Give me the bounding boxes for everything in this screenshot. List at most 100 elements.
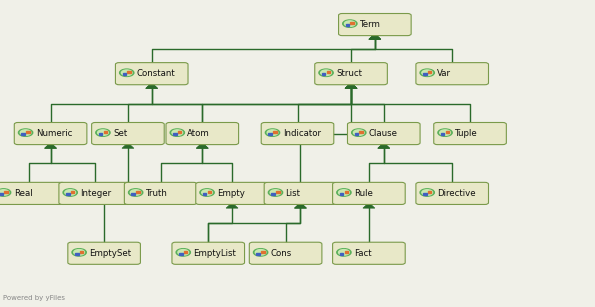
Text: Var: Var — [437, 69, 452, 78]
FancyBboxPatch shape — [0, 182, 65, 204]
Circle shape — [265, 129, 280, 136]
Bar — [136, 191, 140, 193]
Circle shape — [337, 249, 351, 256]
Text: Numeric: Numeric — [36, 129, 72, 138]
Circle shape — [337, 189, 351, 196]
Circle shape — [72, 249, 86, 256]
Bar — [276, 191, 280, 193]
Polygon shape — [345, 83, 357, 88]
Circle shape — [96, 129, 110, 136]
Bar — [4, 191, 8, 193]
Circle shape — [129, 189, 143, 196]
Bar — [355, 133, 358, 135]
Circle shape — [422, 190, 433, 195]
Bar — [66, 193, 70, 195]
FancyBboxPatch shape — [115, 63, 188, 85]
Circle shape — [267, 130, 278, 135]
FancyBboxPatch shape — [315, 63, 387, 85]
Circle shape — [65, 190, 76, 195]
Text: Fact: Fact — [354, 249, 372, 258]
Polygon shape — [369, 34, 381, 39]
FancyBboxPatch shape — [59, 182, 131, 204]
Polygon shape — [345, 83, 357, 88]
Bar — [350, 22, 354, 24]
FancyBboxPatch shape — [124, 182, 197, 204]
Bar — [441, 133, 444, 135]
Text: Empty: Empty — [217, 189, 245, 198]
Bar — [208, 191, 211, 193]
Polygon shape — [146, 83, 158, 88]
FancyBboxPatch shape — [333, 242, 405, 264]
Polygon shape — [122, 143, 134, 148]
Polygon shape — [345, 83, 357, 88]
Bar — [345, 191, 348, 193]
FancyBboxPatch shape — [264, 182, 337, 204]
Bar — [173, 133, 177, 135]
Polygon shape — [369, 34, 381, 39]
Text: Tuple: Tuple — [455, 129, 478, 138]
Circle shape — [18, 129, 33, 136]
Bar — [131, 193, 135, 195]
Text: Set: Set — [113, 129, 127, 138]
Circle shape — [353, 130, 364, 135]
Circle shape — [172, 130, 183, 135]
Text: Real: Real — [14, 189, 32, 198]
FancyBboxPatch shape — [434, 122, 506, 145]
Text: EmptyList: EmptyList — [193, 249, 236, 258]
Bar — [346, 24, 349, 26]
Bar — [178, 131, 181, 133]
Polygon shape — [146, 83, 158, 88]
Text: Struct: Struct — [336, 69, 362, 78]
Text: Indicator: Indicator — [283, 129, 321, 138]
Circle shape — [200, 189, 214, 196]
Bar — [26, 131, 30, 133]
Bar — [340, 253, 343, 255]
FancyBboxPatch shape — [14, 122, 87, 145]
Text: Integer: Integer — [80, 189, 111, 198]
Bar — [256, 253, 260, 255]
Circle shape — [74, 250, 84, 255]
FancyBboxPatch shape — [92, 122, 164, 145]
Circle shape — [438, 129, 452, 136]
Bar — [104, 131, 107, 133]
FancyBboxPatch shape — [333, 182, 405, 204]
Bar — [423, 193, 427, 195]
FancyBboxPatch shape — [166, 122, 239, 145]
Polygon shape — [363, 203, 375, 208]
Circle shape — [268, 189, 283, 196]
Circle shape — [339, 190, 349, 195]
Bar — [268, 133, 272, 135]
Circle shape — [339, 250, 349, 255]
Bar — [179, 253, 183, 255]
Circle shape — [121, 70, 132, 76]
Circle shape — [420, 69, 434, 76]
Polygon shape — [369, 34, 381, 39]
FancyBboxPatch shape — [68, 242, 140, 264]
FancyBboxPatch shape — [172, 242, 245, 264]
Bar — [0, 193, 3, 195]
Circle shape — [130, 190, 141, 195]
Bar — [21, 133, 25, 135]
Circle shape — [352, 129, 366, 136]
Polygon shape — [45, 143, 57, 148]
Bar — [327, 71, 330, 73]
Text: Rule: Rule — [354, 189, 373, 198]
Bar — [99, 133, 102, 135]
Text: Powered by yFiles: Powered by yFiles — [3, 295, 65, 301]
Bar — [75, 253, 79, 255]
Polygon shape — [345, 83, 357, 88]
Circle shape — [420, 189, 434, 196]
Circle shape — [321, 70, 331, 76]
Circle shape — [0, 189, 11, 196]
Polygon shape — [345, 83, 357, 88]
Bar — [446, 131, 449, 133]
Circle shape — [20, 130, 31, 135]
Circle shape — [319, 69, 333, 76]
Bar — [322, 73, 325, 75]
Circle shape — [178, 250, 189, 255]
Text: Term: Term — [360, 20, 381, 29]
Circle shape — [345, 21, 355, 26]
Bar — [428, 71, 431, 73]
Circle shape — [0, 190, 9, 195]
Bar — [123, 73, 126, 75]
